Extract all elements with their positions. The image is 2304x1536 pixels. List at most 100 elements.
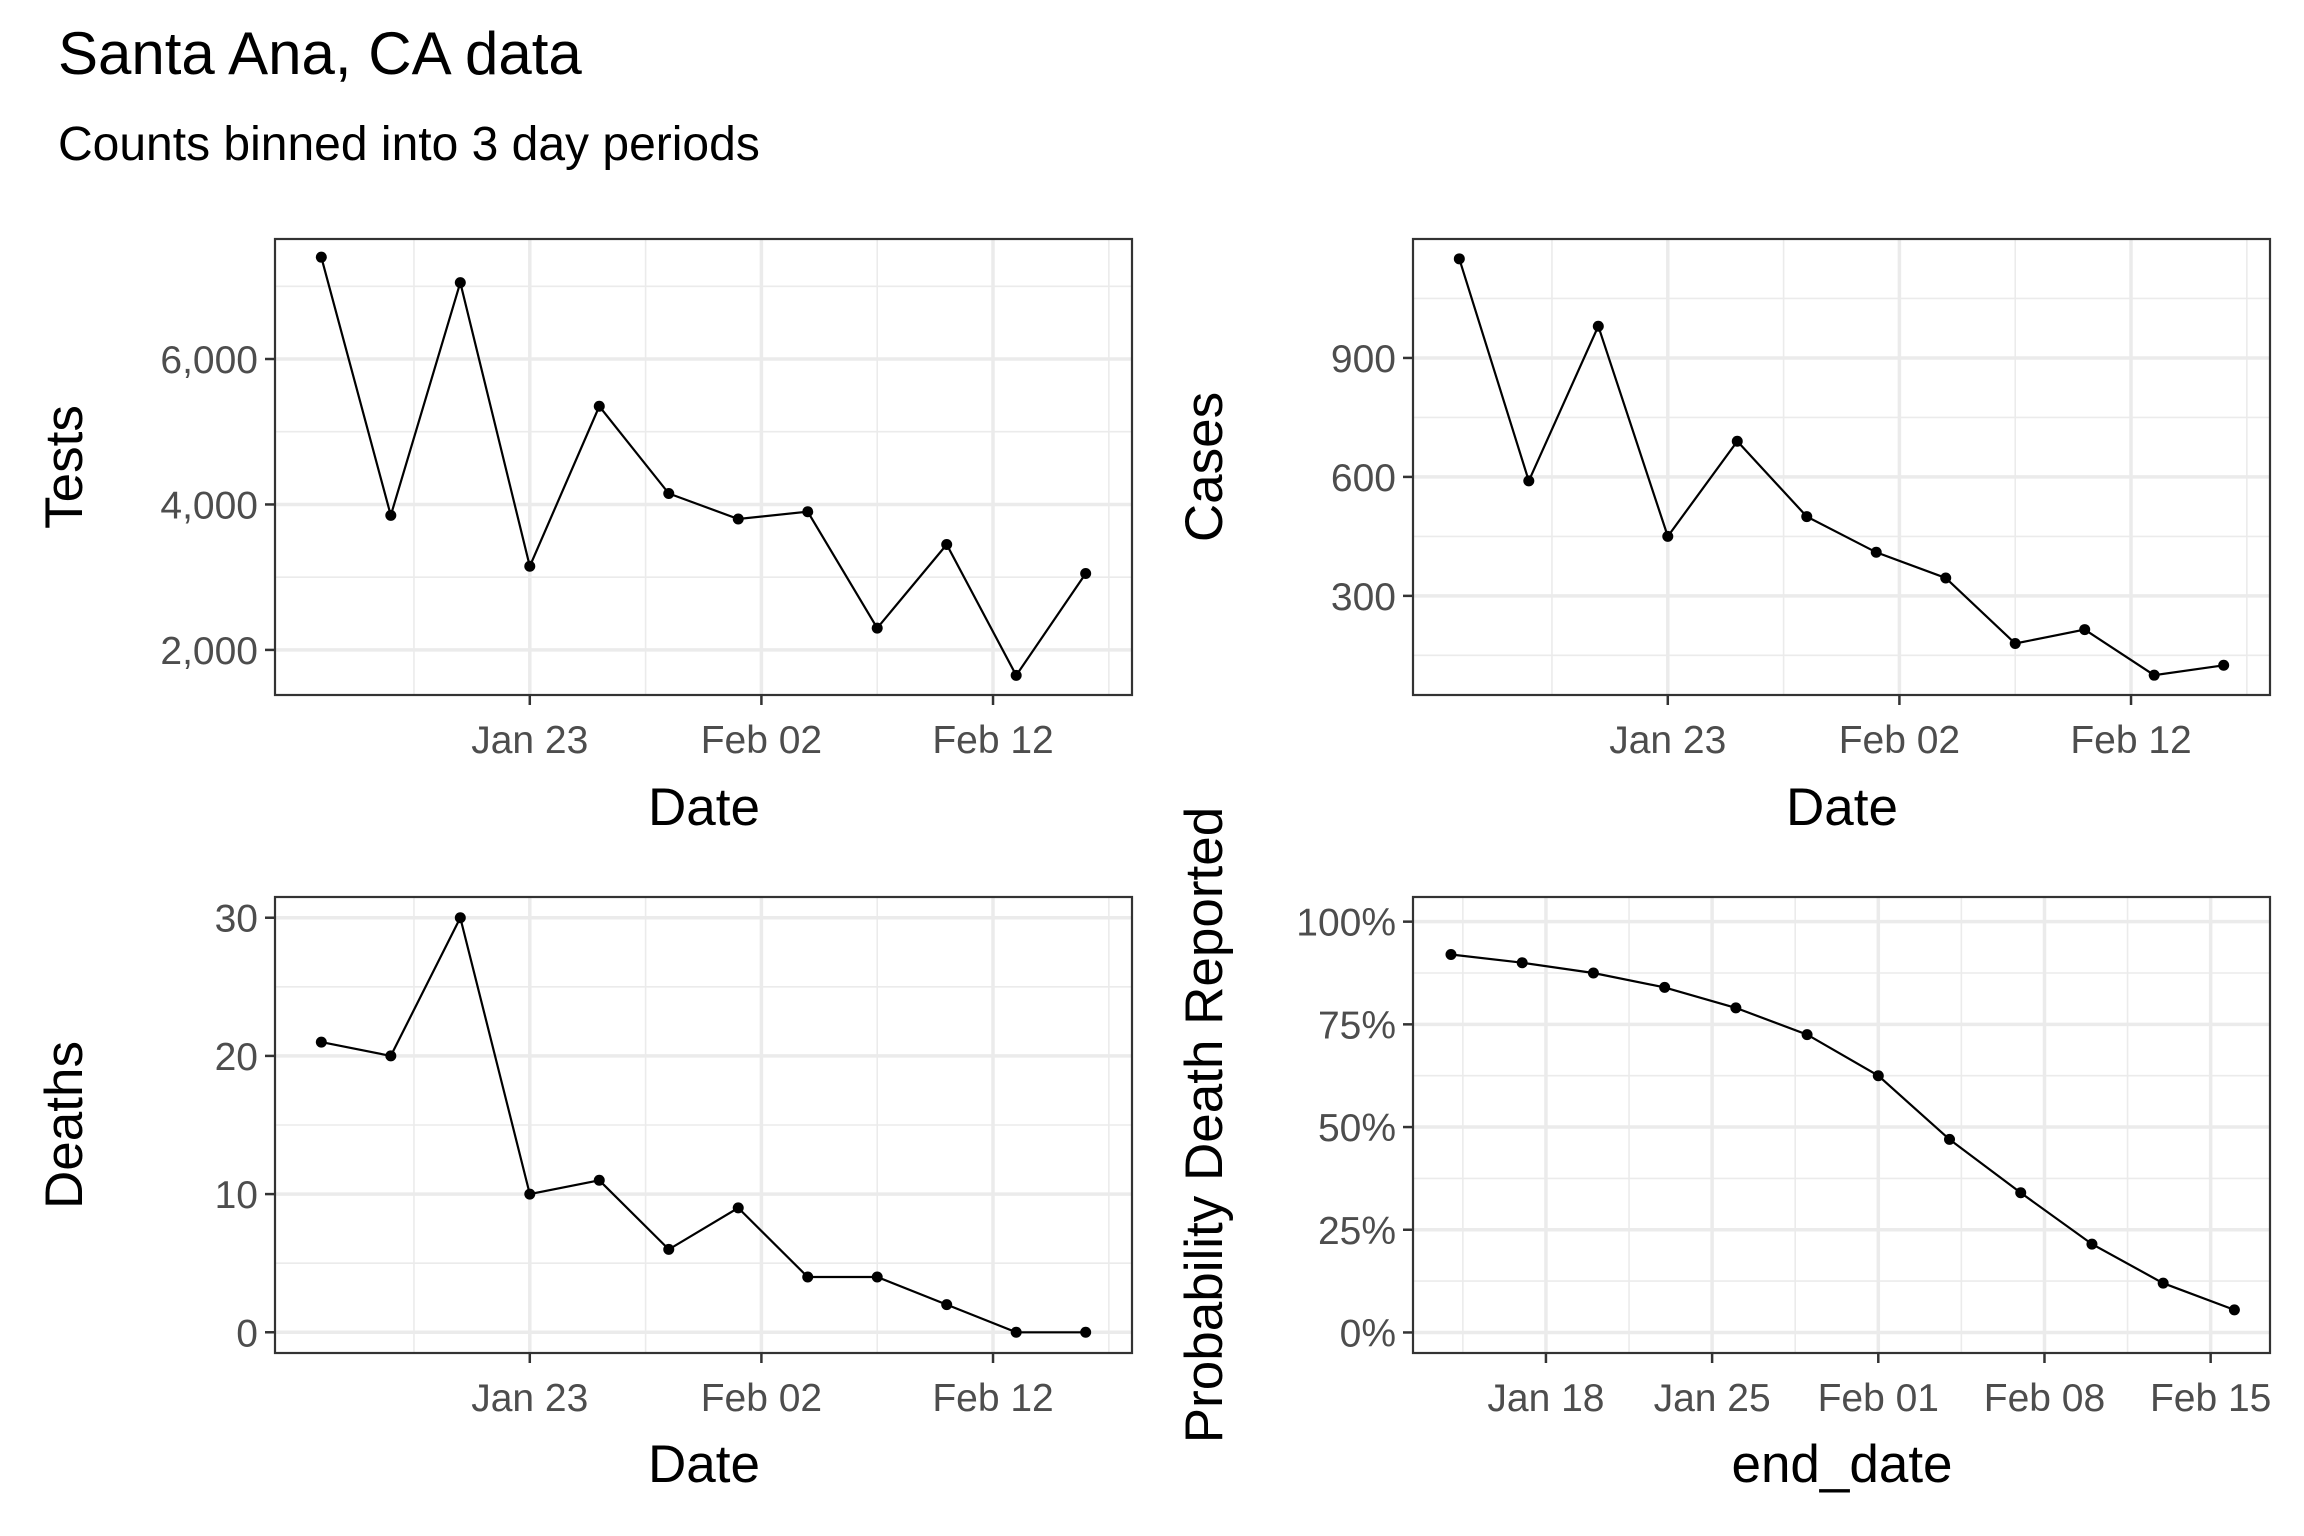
y-axis-title: Deaths	[35, 1041, 94, 1209]
data-point	[1080, 568, 1092, 580]
y-axis-title: Tests	[35, 405, 94, 529]
series-line	[321, 914, 1086, 1334]
x-tick-label: Feb 02	[1839, 719, 1960, 762]
data-point	[2228, 1304, 2240, 1316]
data-point	[1010, 669, 1022, 681]
data-point	[385, 509, 397, 521]
data-point	[1516, 957, 1528, 969]
data-point	[593, 400, 605, 412]
data-point	[2079, 624, 2091, 636]
plot-background	[1413, 239, 2270, 695]
data-point	[1730, 1002, 1742, 1014]
data-point	[524, 560, 536, 572]
y-tick-label: 600	[1331, 457, 1396, 500]
y-tick-label: 2,000	[160, 630, 258, 673]
data-point	[593, 1174, 605, 1186]
chart-panel-0: Jan 23 Feb 02 Feb 12 2,000 4,000 6,000 Date Tes…	[35, 237, 1134, 837]
chart-panel-1: Jan 23 Feb 02 Feb 12 300 600 900 Date Cases	[1175, 237, 2272, 837]
data-point	[1523, 475, 1535, 487]
data-point	[1592, 320, 1604, 332]
x-tick-label: Feb 12	[932, 719, 1053, 762]
y-tick-label: 4,000	[160, 484, 258, 527]
data-point	[2009, 637, 2021, 649]
y-tick-label: 0%	[1340, 1312, 1396, 1355]
data-point	[941, 1299, 953, 1311]
data-point	[1587, 967, 1599, 979]
x-tick-label: Feb 15	[2150, 1377, 2271, 1420]
data-point	[1801, 1029, 1813, 1041]
series-line	[320, 256, 1087, 678]
x-tick-label: Feb 02	[701, 1377, 822, 1420]
plot-border	[1411, 237, 2272, 697]
data-point	[2148, 669, 2160, 681]
data-point	[2157, 1277, 2169, 1289]
plot-border	[1411, 895, 2272, 1355]
data-point	[315, 251, 327, 263]
page-subtitle: Counts binned into 3 day periods	[58, 118, 760, 171]
data-point	[871, 1271, 883, 1283]
y-tick-label: 75%	[1318, 1004, 1396, 1047]
y-tick-label: 900	[1331, 338, 1396, 381]
x-tick-label: Feb 12	[2070, 719, 2191, 762]
y-tick-label: 20	[215, 1036, 258, 1079]
page-title: Santa Ana, CA data	[58, 20, 582, 87]
data-point	[663, 488, 675, 500]
data-point	[1944, 1133, 1956, 1145]
y-tick-label: 50%	[1318, 1107, 1396, 1150]
data-point	[1445, 949, 1457, 961]
data-point	[871, 622, 883, 634]
x-tick-label: Jan 18	[1487, 1377, 1604, 1420]
data-point	[1659, 981, 1671, 993]
y-tick-label: 25%	[1318, 1210, 1396, 1253]
x-tick-label: Feb 02	[701, 719, 822, 762]
plot-background	[275, 239, 1132, 695]
chart-panel-2: Jan 23 Feb 02 Feb 12 0 10 20 30 Date Deaths	[35, 895, 1134, 1494]
data-point	[2218, 659, 2230, 671]
data-point	[1801, 511, 1813, 523]
x-axis-title: Date	[648, 1435, 760, 1494]
x-tick-label: Feb 01	[1818, 1377, 1939, 1420]
x-tick-label: Feb 08	[1984, 1377, 2105, 1420]
x-tick-label: Jan 23	[1609, 719, 1726, 762]
x-tick-label: Feb 12	[932, 1377, 1053, 1420]
y-axis-title: Cases	[1175, 392, 1234, 542]
data-point	[1872, 1070, 1884, 1082]
y-tick-label: 10	[215, 1174, 258, 1217]
data-point	[2015, 1187, 2027, 1199]
data-point	[1662, 530, 1674, 542]
y-tick-label: 6,000	[160, 339, 258, 382]
series-line	[1458, 258, 2224, 677]
data-point	[1870, 546, 1882, 558]
x-tick-label: Jan 23	[471, 1377, 588, 1420]
data-point	[1453, 253, 1465, 265]
data-point	[1940, 572, 1952, 584]
y-axis-title: Probability Death Reported	[1175, 807, 1234, 1443]
plot-border	[273, 237, 1134, 697]
data-point	[663, 1243, 675, 1255]
data-point	[454, 277, 466, 289]
data-point	[1080, 1326, 1092, 1338]
data-point	[732, 513, 744, 525]
chart-panel-3: Jan 18 Jan 25 Feb 01 Feb 08 Feb 15 0% 25% 50% 75…	[1175, 807, 2271, 1494]
y-tick-label: 100%	[1296, 902, 1396, 945]
x-axis-title: Date	[648, 778, 760, 837]
series-line	[1450, 953, 2235, 1311]
x-tick-label: Jan 25	[1654, 1377, 1771, 1420]
data-point	[2086, 1238, 2098, 1250]
data-point	[454, 912, 466, 924]
plot-border	[273, 895, 1134, 1355]
data-point	[315, 1036, 327, 1048]
data-point	[1010, 1326, 1022, 1338]
data-point	[524, 1188, 536, 1200]
data-point	[732, 1202, 744, 1214]
data-point	[802, 1271, 814, 1283]
data-point	[941, 538, 953, 550]
x-axis-title: Date	[1786, 778, 1898, 837]
y-tick-label: 300	[1331, 576, 1396, 619]
x-axis-title: end_date	[1731, 1435, 1952, 1494]
y-tick-label: 30	[215, 898, 258, 941]
data-point	[1731, 435, 1743, 447]
x-tick-label: Jan 23	[471, 719, 588, 762]
data-point	[802, 506, 814, 518]
